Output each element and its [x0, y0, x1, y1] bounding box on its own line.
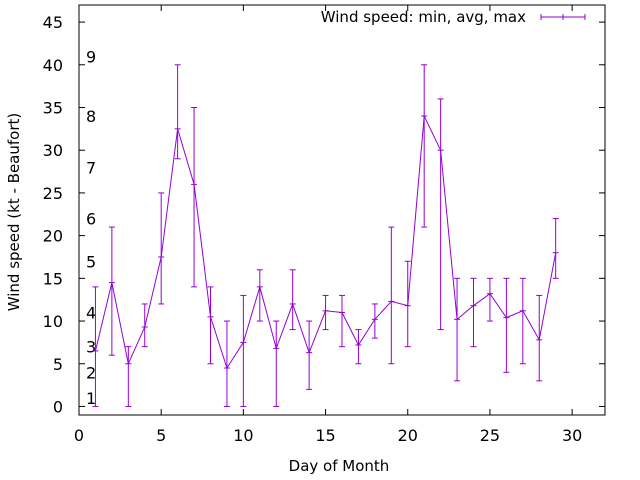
- beaufort-label: 2: [86, 363, 96, 382]
- beaufort-label: 8: [86, 107, 96, 126]
- y-tick-label: 0: [53, 397, 63, 416]
- beaufort-label: 1: [86, 389, 96, 408]
- y-tick-label: 10: [43, 312, 63, 331]
- avg-line: [94, 114, 557, 370]
- beaufort-label: 9: [86, 47, 96, 66]
- y-tick-label: 35: [43, 99, 63, 118]
- plot-frame: [78, 4, 606, 416]
- y-tick-label: 30: [43, 141, 63, 160]
- beaufort-label: 6: [86, 210, 96, 229]
- y-tick-label: 40: [43, 56, 63, 75]
- beaufort-label: 5: [86, 252, 96, 271]
- x-tick-label: 30: [562, 426, 582, 445]
- x-axis-ticks: 0 5 10 15 20 25 30: [74, 5, 582, 445]
- y-tick-label: 45: [43, 13, 63, 32]
- y-tick-label: 20: [43, 227, 63, 246]
- y-tick-label: 25: [43, 184, 63, 203]
- avg-line-group: [94, 114, 557, 370]
- x-tick-label: 20: [398, 426, 418, 445]
- legend: Wind speed: min, avg, max: [321, 8, 586, 26]
- beaufort-scale-labels: 1 2 3 4 5 6 7 8 9: [86, 47, 96, 408]
- x-axis-title: Day of Month: [289, 457, 390, 475]
- x-tick-label: 15: [315, 426, 335, 445]
- plot-frame-border: [78, 4, 606, 416]
- x-tick-label: 5: [156, 426, 166, 445]
- beaufort-label: 4: [86, 304, 96, 323]
- y-axis-title: Wind speed (kt - Beaufort): [5, 113, 23, 312]
- y-tick-label: 5: [53, 355, 63, 374]
- beaufort-label: 3: [86, 338, 96, 357]
- x-tick-label: 0: [74, 426, 84, 445]
- legend-label: Wind speed: min, avg, max: [321, 8, 526, 26]
- y-tick-label: 15: [43, 269, 63, 288]
- beaufort-label: 7: [86, 158, 96, 177]
- x-tick-label: 10: [233, 426, 253, 445]
- x-tick-label: 25: [480, 426, 500, 445]
- error-bars: [92, 64, 559, 407]
